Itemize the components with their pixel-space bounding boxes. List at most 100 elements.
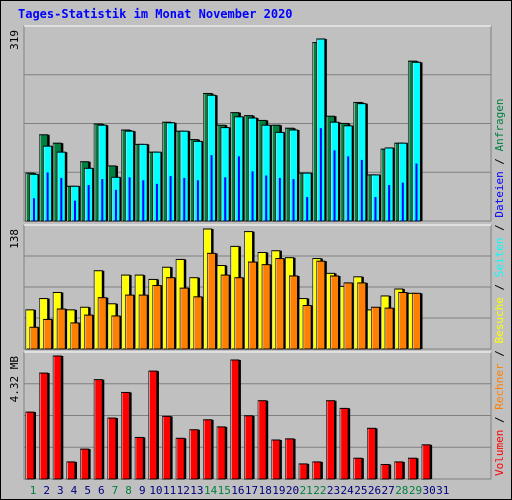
- x-tick-label: 24: [341, 484, 355, 497]
- bar-volumen: [326, 400, 337, 480]
- bar-rechner: [43, 318, 54, 350]
- x-tick-label: 10: [149, 484, 162, 497]
- bar-rechner: [330, 275, 341, 350]
- side-legend-part: /: [493, 344, 506, 364]
- x-tick-label: 2: [43, 484, 50, 497]
- side-legend-part: /: [493, 410, 506, 430]
- bar-rechner: [220, 274, 232, 350]
- bar-rechner: [357, 282, 368, 350]
- bar-dateien: [306, 197, 309, 221]
- bar-volumen: [367, 427, 378, 480]
- y-max-label-3: 4.32 MB: [8, 356, 21, 403]
- bar-volumen: [162, 415, 173, 480]
- bar-volumen: [298, 463, 310, 480]
- side-legend-part: Besuche: [493, 297, 506, 343]
- side-legend-part: Rechner: [493, 363, 506, 410]
- bar-volumen: [380, 463, 392, 480]
- bar-rechner: [193, 296, 204, 350]
- bar-rechner: [384, 307, 396, 350]
- bar-rechner: [56, 308, 68, 350]
- bar-rechner: [138, 294, 150, 350]
- side-legend-part: /: [493, 151, 506, 171]
- bar-volumen: [134, 436, 146, 480]
- bar-dateien: [265, 175, 268, 221]
- x-tick-label: 23: [327, 484, 340, 497]
- x-tick-label: 3: [57, 484, 64, 497]
- bar-rechner: [261, 264, 273, 350]
- y-max-label-1: 319: [8, 30, 21, 50]
- x-tick-label: 16: [231, 484, 244, 497]
- bar-volumen: [421, 444, 433, 480]
- bar-dateien: [374, 197, 377, 221]
- x-tick-label: 29: [409, 484, 422, 497]
- bar-dateien: [224, 177, 227, 221]
- x-tick-label: 22: [313, 484, 326, 497]
- y-max-label-2: 138: [8, 229, 21, 249]
- bar-rechner: [234, 277, 245, 350]
- x-tick-label: 6: [98, 484, 105, 497]
- bar-rechner: [411, 292, 423, 350]
- bar-dateien: [101, 179, 104, 221]
- x-tick-label: 13: [190, 484, 203, 497]
- bar-volumen: [394, 461, 405, 480]
- bar-volumen: [80, 448, 91, 480]
- x-tick-label: 9: [139, 484, 146, 497]
- x-tick-label: 25: [354, 484, 367, 497]
- bar-dateien: [73, 200, 76, 221]
- bar-dateien: [251, 171, 254, 221]
- side-legend-part: Dateien: [493, 171, 506, 217]
- bar-dateien: [60, 177, 63, 221]
- bar-dateien: [292, 179, 295, 221]
- bar-volumen: [339, 407, 351, 480]
- bar-volumen: [271, 439, 282, 480]
- bar-dateien: [401, 182, 404, 221]
- bar-dateien: [196, 180, 199, 221]
- bar-volumen: [203, 419, 214, 480]
- bar-dateien: [128, 177, 131, 221]
- x-tick-label: 26: [368, 484, 381, 497]
- bar-volumen: [66, 461, 77, 480]
- bar-rechner: [275, 258, 286, 350]
- x-tick-label: 20: [286, 484, 299, 497]
- bar-volumen: [285, 438, 296, 480]
- bar-volumen: [230, 359, 241, 480]
- bar-dateien: [347, 156, 350, 221]
- x-tick-label: 7: [112, 484, 119, 497]
- bar-rechner: [152, 285, 163, 350]
- x-tick-label: 15: [218, 484, 231, 497]
- side-legend-part: /: [493, 277, 506, 297]
- bar-dateien: [388, 185, 391, 221]
- bar-volumen: [257, 400, 269, 480]
- bar-rechner: [316, 260, 327, 350]
- bar-volumen: [25, 411, 36, 480]
- side-legend-part: Volumen: [493, 430, 506, 476]
- x-tick-label: 11: [163, 484, 176, 497]
- bar-rechner: [84, 314, 95, 350]
- x-tick-label: 1: [30, 484, 37, 497]
- bar-rechner: [111, 315, 122, 350]
- bar-dateien: [142, 180, 145, 221]
- chart-title: Tages-Statistik im Monat November 2020: [18, 7, 293, 21]
- bar-volumen: [312, 461, 323, 480]
- bar-rechner: [371, 306, 382, 350]
- bar-rechner: [289, 275, 300, 350]
- bar-dateien: [114, 189, 117, 221]
- bar-rechner: [302, 305, 314, 350]
- bar-dateien: [210, 155, 213, 221]
- bar-dateien: [183, 177, 186, 221]
- bar-dateien: [319, 128, 322, 221]
- side-legend-part: Anfragen: [493, 98, 506, 151]
- x-tick-label: 19: [272, 484, 285, 497]
- bar-rechner: [398, 291, 409, 350]
- bar-rechner: [70, 322, 81, 350]
- bar-dateien: [237, 156, 240, 221]
- bar-dateien: [155, 183, 158, 221]
- side-legend-part: Seiten: [493, 238, 506, 278]
- x-tick-label: 8: [125, 484, 132, 497]
- x-tick-label: 30: [423, 484, 436, 497]
- bar-volumen: [52, 355, 64, 480]
- bar-volumen: [107, 417, 118, 480]
- bar-volumen: [93, 379, 105, 480]
- x-tick-label: 14: [204, 484, 218, 497]
- bar-volumen: [216, 426, 228, 480]
